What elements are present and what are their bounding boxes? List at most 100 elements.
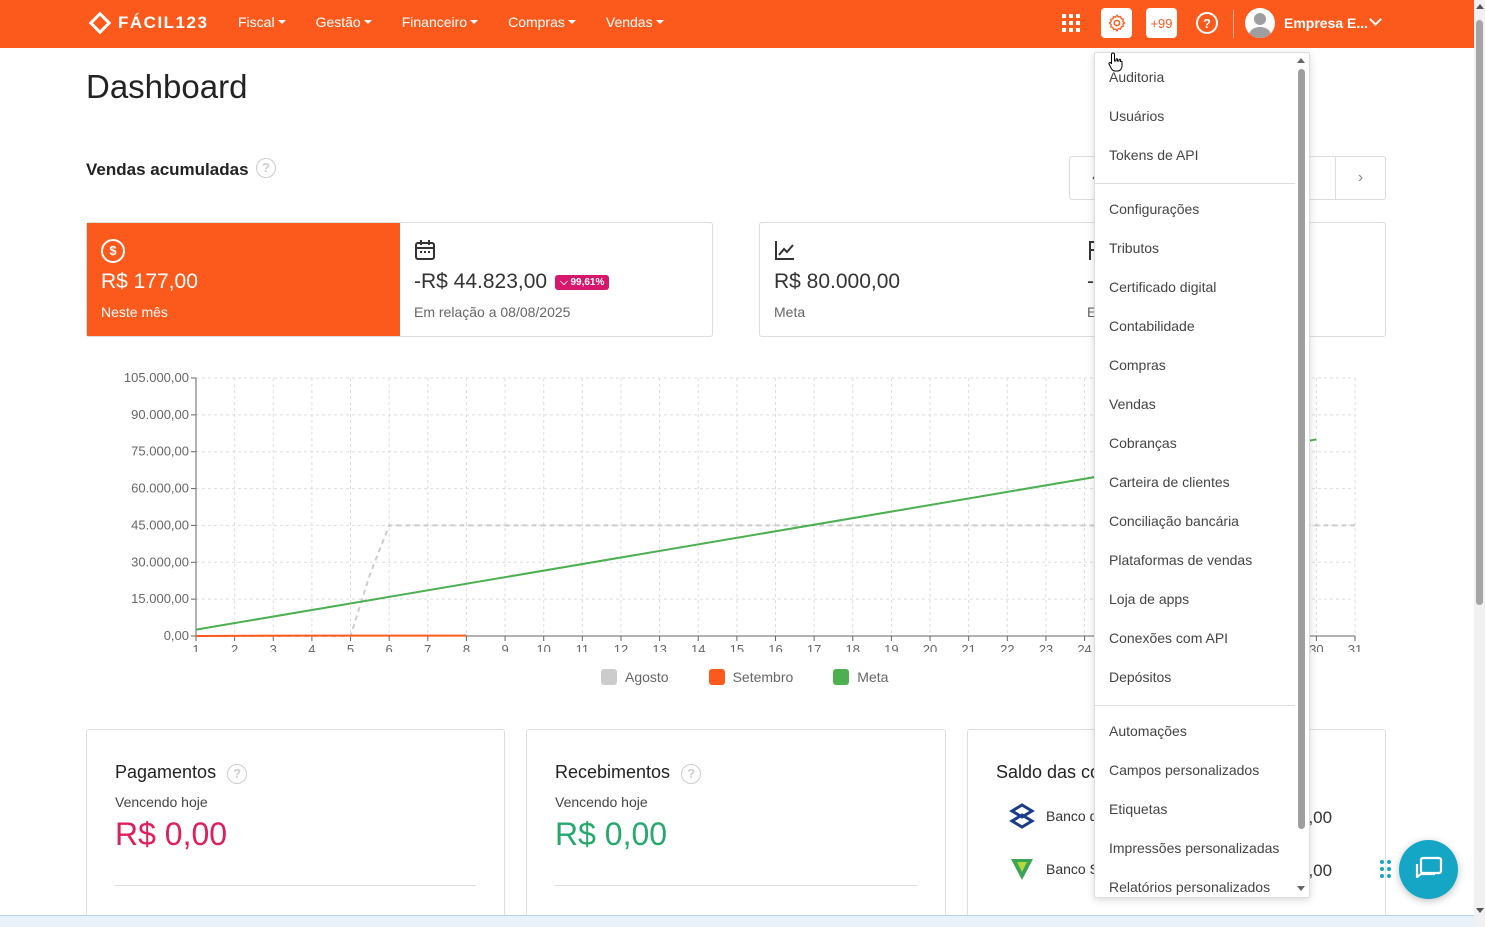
- bank-row[interactable]: Banco S: [1008, 856, 1099, 882]
- x-tick-label: 6: [386, 642, 393, 652]
- menu-item-etiquetas[interactable]: Etiquetas: [1109, 801, 1168, 817]
- x-tick-label: 7: [424, 642, 431, 652]
- x-tick-label: 16: [768, 642, 782, 652]
- sales-month-card: $ R$ 177,00 Neste mês: [87, 223, 400, 336]
- receipts-card: Recebimentos ? Vencendo hoje R$ 0,00: [526, 729, 946, 919]
- goal-kpi-group: R$ 80.000,00 Meta - E: [759, 222, 1386, 337]
- scroll-up-icon[interactable]: [1297, 58, 1305, 63]
- menu-item-tributos[interactable]: Tributos: [1109, 240, 1160, 256]
- chevron-down-icon[interactable]: [1369, 13, 1382, 26]
- menu-item-conexoes-api[interactable]: Conexões com API: [1109, 630, 1229, 646]
- help-question-icon[interactable]: ?: [227, 764, 248, 784]
- chat-icon: [1415, 856, 1442, 878]
- menu-item-automacoes[interactable]: Automações: [1109, 723, 1187, 739]
- legend-label: Meta: [857, 669, 889, 685]
- gear-icon: [1108, 14, 1125, 32]
- settings-dropdown-menu: Auditoria Usuários Tokens de API Configu…: [1094, 52, 1310, 898]
- scroll-down-icon[interactable]: [1476, 908, 1484, 913]
- nav-vendas[interactable]: Vendas: [606, 14, 664, 30]
- sales-comparison-card: -R$ 44.823,00 ⌵ 99,61% Em relação a 08/08…: [400, 223, 712, 336]
- x-tick-label: 18: [846, 642, 860, 652]
- caret-down-icon: [363, 20, 372, 24]
- bank-name: Banco S: [1046, 861, 1099, 877]
- menu-item-certificado[interactable]: Certificado digital: [1109, 279, 1217, 295]
- divider: [115, 885, 476, 886]
- x-tick-label: 20: [923, 642, 937, 652]
- main-nav: Fiscal Gestão Financeiro Compras Vendas: [238, 0, 694, 44]
- help-question-icon[interactable]: ?: [256, 158, 276, 178]
- trend-chart-icon: [774, 239, 796, 266]
- avatar[interactable]: [1245, 8, 1275, 38]
- nav-compras-label: Compras: [508, 14, 565, 30]
- payments-card: Pagamentos ? Vencendo hoje R$ 0,00: [86, 729, 505, 919]
- divider: [555, 885, 917, 886]
- nav-compras[interactable]: Compras: [508, 14, 576, 30]
- x-tick-label: 24: [1077, 642, 1091, 652]
- notifications-button[interactable]: +99: [1146, 8, 1177, 38]
- receipts-value: R$ 0,00: [555, 816, 668, 852]
- menu-item-loja-apps[interactable]: Loja de apps: [1109, 591, 1190, 607]
- drag-handle-icon[interactable]: [1380, 860, 1391, 878]
- menu-item-cobrancas[interactable]: Cobranças: [1109, 435, 1177, 451]
- next-period-button[interactable]: ›: [1335, 157, 1385, 199]
- legend-item-meta[interactable]: Meta: [833, 669, 888, 685]
- bank-row[interactable]: Banco d: [1008, 803, 1097, 829]
- x-tick-label: 5: [347, 642, 354, 652]
- nav-gestao[interactable]: Gestão: [316, 14, 372, 30]
- sales-section-title: Vendas acumuladas: [86, 160, 249, 179]
- apps-grid-icon[interactable]: [1062, 14, 1080, 32]
- y-tick-label: 15.000,00: [131, 591, 189, 606]
- x-tick-label: 13: [652, 642, 666, 652]
- settings-button[interactable]: [1101, 8, 1132, 38]
- y-tick-label: 90.000,00: [131, 407, 189, 422]
- page-scrollbar[interactable]: [1474, 0, 1485, 927]
- nav-fiscal[interactable]: Fiscal: [238, 14, 286, 30]
- banco-do-brasil-icon: [1009, 803, 1035, 829]
- menu-item-contabilidade[interactable]: Contabilidade: [1109, 318, 1195, 334]
- scroll-up-icon[interactable]: [1476, 4, 1484, 9]
- y-tick-label: 30.000,00: [131, 554, 189, 569]
- top-navbar: FÁCIL123 Fiscal Gestão Financeiro Compra…: [0, 0, 1474, 48]
- nav-financeiro[interactable]: Financeiro: [402, 14, 479, 30]
- menu-item-depositos[interactable]: Depósitos: [1109, 669, 1172, 685]
- menu-item-vendas[interactable]: Vendas: [1109, 396, 1156, 412]
- x-tick-label: 8: [463, 642, 470, 652]
- legend-item-setembro[interactable]: Setembro: [708, 669, 793, 685]
- x-tick-label: 31: [1348, 642, 1362, 652]
- brand-logo[interactable]: FÁCIL123: [88, 11, 208, 35]
- help-icon[interactable]: ?: [1196, 12, 1218, 34]
- company-name[interactable]: Empresa E...: [1284, 15, 1369, 31]
- x-tick-label: 22: [1000, 642, 1014, 652]
- menu-item-carteira-clientes[interactable]: Carteira de clientes: [1109, 474, 1230, 490]
- legend-label: Agosto: [625, 669, 669, 685]
- payments-title-text: Pagamentos: [115, 762, 217, 782]
- sales-kpi-group: $ R$ 177,00 Neste mês -R$ 44.823,00 ⌵ 99,…: [86, 222, 713, 337]
- menu-item-configuracoes[interactable]: Configurações: [1109, 201, 1200, 217]
- receipts-title: Recebimentos ?: [555, 762, 702, 784]
- x-tick-label: 3: [270, 642, 277, 652]
- chat-button[interactable]: [1399, 840, 1458, 899]
- menu-item-relatorios[interactable]: Relatórios personalizados: [1109, 879, 1271, 895]
- x-tick-label: 19: [884, 642, 898, 652]
- legend-item-agosto[interactable]: Agosto: [601, 669, 669, 685]
- menu-scrollbar-thumb[interactable]: [1298, 69, 1305, 829]
- sales-comparison-value: -R$ 44.823,00 ⌵ 99,61%: [414, 270, 610, 294]
- x-tick-label: 21: [961, 642, 975, 652]
- menu-item-conciliacao[interactable]: Conciliação bancária: [1109, 513, 1239, 529]
- help-question-icon[interactable]: ?: [681, 764, 702, 784]
- menu-item-compras[interactable]: Compras: [1109, 357, 1166, 373]
- menu-item-impressoes[interactable]: Impressões personalizadas: [1109, 840, 1280, 856]
- menu-item-plataformas[interactable]: Plataformas de vendas: [1109, 552, 1253, 568]
- menu-item-usuarios[interactable]: Usuários: [1109, 108, 1165, 124]
- bottom-bar: [0, 915, 1474, 927]
- x-tick-label: 17: [807, 642, 821, 652]
- page-scrollbar-thumb[interactable]: [1476, 20, 1483, 605]
- x-tick-label: 9: [501, 642, 508, 652]
- hand-cursor-icon: [1108, 52, 1123, 72]
- menu-item-campos-personalizados[interactable]: Campos personalizados: [1109, 762, 1260, 778]
- caret-down-icon: [567, 20, 576, 24]
- scroll-down-icon[interactable]: [1297, 886, 1305, 891]
- menu-item-auditoria[interactable]: Auditoria: [1109, 69, 1165, 85]
- menu-item-tokens-api[interactable]: Tokens de API: [1109, 147, 1199, 163]
- x-tick-label: 4: [308, 642, 315, 652]
